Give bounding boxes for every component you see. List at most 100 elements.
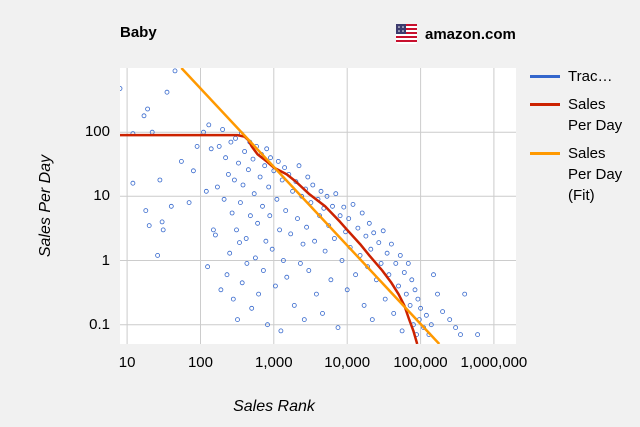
scatter-point — [366, 220, 372, 226]
scatter-point — [216, 144, 222, 149]
scatter-point — [305, 174, 311, 180]
scatter-point — [435, 291, 440, 297]
scatter-point — [440, 309, 446, 315]
scatter-point — [220, 127, 225, 132]
scatter-point — [322, 248, 328, 254]
scatter-point — [312, 238, 318, 244]
scatter-point — [339, 258, 345, 263]
scatter-point — [120, 86, 123, 91]
scatter-point — [346, 216, 352, 222]
scatter-point — [257, 174, 263, 180]
scatter-point — [240, 182, 246, 188]
x-tick-label: 10 — [118, 354, 136, 371]
scatter-point — [230, 296, 236, 302]
scatter-point — [141, 113, 147, 119]
scatter-point — [252, 255, 258, 261]
scatter-point — [335, 325, 341, 331]
legend-item-sales-per-day-fit[interactable]: Sales Per Day (Fit) — [530, 143, 640, 206]
scatter-point — [224, 272, 230, 278]
scatter-point — [326, 223, 332, 229]
scatter-point — [267, 213, 273, 219]
scatter-point — [191, 168, 196, 174]
scatter-point — [215, 184, 220, 190]
scatter-point — [397, 252, 403, 258]
scatter-point — [205, 264, 210, 270]
scatter-point — [232, 177, 237, 183]
scatter-point — [242, 149, 247, 154]
scatter-point — [239, 280, 245, 286]
scatter-point — [203, 188, 209, 194]
scatter-point — [310, 182, 316, 188]
scatter-series — [120, 68, 481, 338]
scatter-point — [234, 227, 239, 233]
scatter-point — [388, 241, 394, 247]
scatter-point — [146, 223, 152, 229]
scatter-point — [475, 332, 481, 338]
y-tick-label: 100 — [84, 123, 110, 141]
scatter-point — [282, 165, 288, 170]
scatter-point — [428, 322, 434, 328]
scatter-point — [368, 246, 374, 252]
scatter-point — [382, 296, 388, 302]
scatter-point — [208, 146, 214, 152]
scatter-point — [227, 250, 233, 256]
store-label: amazon.com — [425, 25, 516, 43]
scatter-point — [337, 213, 343, 219]
scatter-point — [344, 287, 350, 293]
x-tick-label: 10,000 — [324, 354, 371, 371]
legend-item-sales-per-day[interactable]: Sales Per Day — [530, 94, 640, 136]
scatter-point — [308, 200, 314, 206]
scatter-point — [229, 210, 235, 216]
scatter-point — [378, 260, 384, 266]
x-tick-label: 100,000 — [393, 354, 448, 371]
scatter-point — [249, 305, 255, 311]
scatter-point — [228, 139, 234, 145]
scatter-point — [412, 287, 418, 293]
scatter-point — [423, 312, 429, 318]
scatter-point — [453, 325, 459, 331]
scatter-point — [168, 203, 174, 209]
scatter-point — [265, 322, 270, 328]
scatter-point — [272, 283, 278, 289]
scatter-point — [223, 155, 228, 161]
scatter-point — [359, 210, 365, 216]
scatter-point — [331, 236, 337, 241]
scatter-point — [324, 193, 330, 199]
x-tick-label: 100 — [187, 354, 213, 371]
scatter-point — [247, 213, 253, 219]
scatter-point — [263, 238, 269, 244]
scatter-point — [264, 146, 270, 152]
scatter-point — [355, 225, 361, 231]
scatter-point — [290, 188, 296, 194]
scatter-point — [226, 172, 231, 177]
scatter-point — [320, 310, 325, 316]
scatter-point — [393, 260, 399, 266]
scatter-point — [318, 188, 324, 194]
scatter-point — [361, 302, 367, 308]
scatter-point — [250, 156, 256, 162]
scatter-point — [221, 196, 227, 202]
scatter-chart — [120, 68, 516, 344]
x-axis-title: Sales Rank — [233, 398, 315, 415]
scatter-point — [306, 268, 312, 273]
scatter-point — [260, 203, 265, 209]
scatter-point — [280, 258, 286, 263]
y-tick-label: 10 — [93, 187, 110, 205]
scatter-point — [300, 241, 306, 247]
x-tick-label: 1,000,000 — [460, 354, 528, 371]
scatter-point — [363, 233, 369, 239]
scatter-point — [145, 106, 151, 112]
scatter-point — [238, 200, 243, 206]
scatter-point — [159, 219, 165, 225]
scatter-point — [143, 208, 149, 214]
legend-swatch-sales-per-day — [530, 103, 560, 106]
fit-line — [180, 68, 441, 344]
legend-item-tracked[interactable]: Trac… — [530, 66, 640, 87]
grid — [120, 68, 516, 344]
scatter-point — [407, 302, 413, 308]
scatter-point — [297, 260, 303, 266]
scatter-point — [206, 122, 212, 128]
scatter-point — [268, 155, 273, 161]
scatter-point — [328, 277, 334, 283]
y-tick-label: 0.1 — [89, 315, 110, 333]
